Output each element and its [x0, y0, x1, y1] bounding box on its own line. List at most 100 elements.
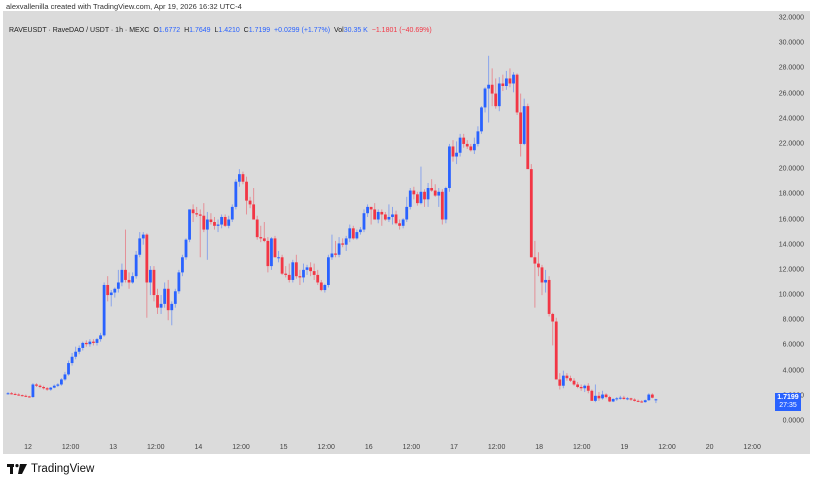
candle — [49, 387, 53, 390]
time-axis-label: 14 — [194, 444, 203, 451]
candle — [60, 379, 63, 385]
candle — [149, 269, 152, 283]
candle — [159, 303, 163, 308]
candle — [522, 106, 526, 144]
high-value: 1.7649 — [189, 27, 211, 34]
candle — [561, 375, 565, 386]
candle — [490, 84, 494, 94]
candle — [515, 74, 519, 113]
symbol-info[interactable]: RAVEUSDT · RaveDAO / USDT · 1h · MEXC — [9, 27, 150, 34]
time-axis-label: 12:00 — [147, 444, 165, 451]
open-value: 1.6772 — [158, 27, 181, 34]
tradingview-logo[interactable]: TradingView — [7, 463, 94, 475]
price-axis-label: 16.0000 — [778, 216, 804, 223]
time-axis-label: 19 — [620, 444, 629, 451]
candle — [519, 112, 523, 144]
candle — [10, 393, 13, 395]
candle — [569, 378, 572, 381]
candle — [42, 386, 45, 389]
price-axis-label: 6.0000 — [782, 341, 804, 349]
extra-change-value: −1.1801 (−40.69%) — [371, 27, 432, 34]
candle — [437, 191, 441, 196]
candle — [223, 216, 227, 226]
candle — [170, 303, 174, 311]
candle — [451, 146, 455, 157]
candle — [309, 267, 312, 272]
candle — [270, 238, 273, 267]
candle — [248, 200, 252, 205]
candle — [359, 229, 362, 233]
time-axis-label: 12:00 — [61, 444, 80, 451]
candle — [355, 232, 359, 239]
candle — [31, 384, 35, 398]
candle — [316, 274, 320, 283]
candle — [198, 214, 202, 216]
candle — [74, 351, 78, 357]
candle — [202, 215, 206, 230]
candle — [622, 397, 626, 399]
time-axis-label: 12:00 — [317, 444, 335, 451]
candle — [643, 400, 647, 403]
candle — [131, 276, 134, 283]
candle — [20, 395, 24, 397]
candle — [554, 321, 558, 380]
candle — [280, 257, 284, 274]
close-value: 1.7199 — [248, 27, 271, 34]
candle — [70, 356, 74, 364]
candle — [255, 219, 259, 238]
candle — [351, 228, 355, 239]
tradingview-logo-icon — [7, 464, 27, 474]
symbol-legend: RAVEUSDT · RaveDAO / USDT · 1h · MEXC O1… — [9, 27, 432, 34]
low-value: 1.4210 — [218, 27, 240, 34]
candle — [298, 276, 302, 278]
candle — [67, 363, 70, 375]
candle — [408, 190, 412, 207]
candle — [579, 386, 583, 389]
candle — [166, 288, 170, 311]
candle — [120, 269, 124, 283]
candle — [234, 181, 238, 207]
change-value: +0.0299 (+1.77%) — [274, 27, 331, 34]
last-price-tag: 1.7199 27:35 — [775, 393, 801, 412]
candle — [615, 398, 619, 400]
candle — [426, 188, 430, 200]
candle — [380, 211, 384, 215]
candle — [373, 209, 377, 220]
candle — [494, 93, 498, 107]
candle — [640, 401, 644, 403]
candle — [544, 279, 547, 283]
candle — [145, 234, 149, 283]
price-axis-label: 12.0000 — [778, 266, 804, 274]
candle — [152, 269, 156, 296]
candle — [330, 253, 334, 258]
candle — [594, 395, 597, 401]
price-axis-label: 30.0000 — [778, 39, 804, 47]
brand-name: TradingView — [31, 463, 95, 475]
candle — [52, 385, 56, 388]
candle — [465, 143, 469, 147]
candle — [17, 394, 21, 396]
candle — [480, 107, 483, 132]
candle — [252, 204, 256, 220]
candle — [572, 380, 576, 385]
candle — [376, 211, 380, 220]
candle — [230, 206, 234, 220]
candle — [45, 388, 49, 390]
candle — [227, 219, 231, 226]
candle — [387, 216, 391, 220]
candle — [636, 400, 640, 402]
candle — [412, 190, 416, 195]
chart-area[interactable]: RAVEUSDT · RaveDAO / USDT · 1h · MEXC O1… — [3, 11, 810, 454]
time-axis-label: 17 — [450, 444, 458, 451]
candle — [88, 341, 92, 345]
candle — [216, 224, 220, 226]
candle — [84, 342, 88, 345]
candle — [106, 284, 110, 296]
price-axis-label: 28.0000 — [778, 64, 804, 72]
candle — [583, 385, 587, 389]
candlestick-plot[interactable] — [3, 11, 810, 454]
candle — [173, 291, 177, 304]
candle — [383, 214, 387, 220]
candle — [6, 393, 10, 395]
candle — [629, 398, 633, 400]
